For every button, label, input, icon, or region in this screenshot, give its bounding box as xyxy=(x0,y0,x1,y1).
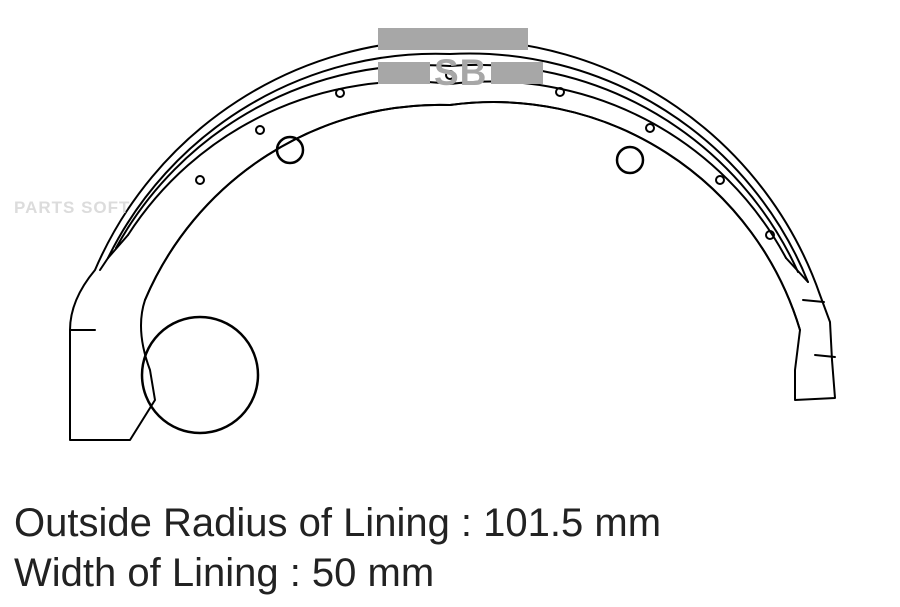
specifications: Outside Radius of Lining : 101.5 mm Widt… xyxy=(14,498,661,598)
brand-logo: SB xyxy=(378,28,543,94)
spec-outside-radius: Outside Radius of Lining : 101.5 mm xyxy=(14,498,661,548)
figure-canvas: SB PARTS SOFT Outside Radius of Lining :… xyxy=(0,0,900,607)
logo-bar-top xyxy=(378,28,528,50)
watermark-text: PARTS SOFT xyxy=(14,198,130,218)
logo-text: SB xyxy=(434,52,487,94)
logo-bar-right xyxy=(491,62,543,84)
logo-bar-left xyxy=(378,62,430,84)
spec-width: Width of Lining : 50 mm xyxy=(14,548,661,598)
